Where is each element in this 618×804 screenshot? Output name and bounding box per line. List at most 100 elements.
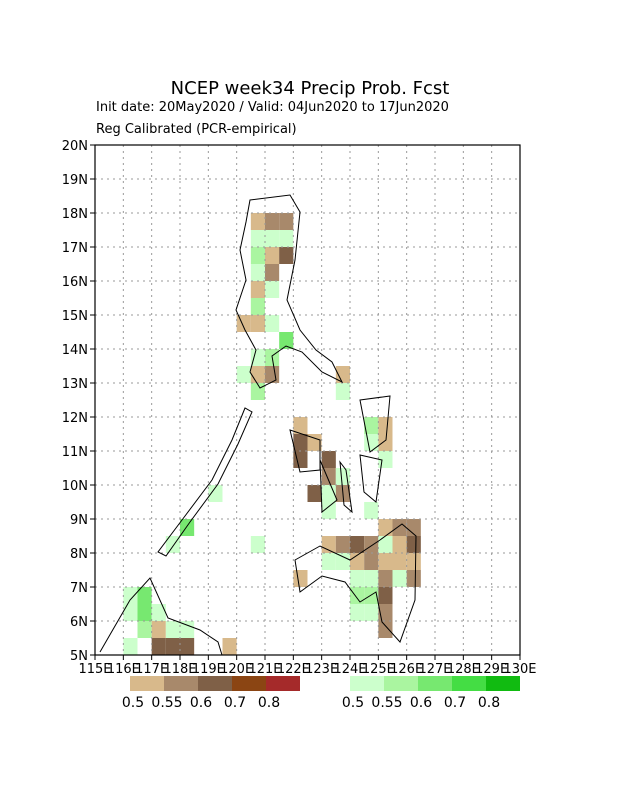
cell bbox=[321, 502, 336, 519]
lon-label: 127E bbox=[418, 662, 451, 677]
lat-label: 13N bbox=[62, 377, 88, 392]
lon-label: 117E bbox=[135, 662, 168, 677]
cell bbox=[392, 553, 407, 570]
cell bbox=[250, 281, 265, 298]
lon-label: 119E bbox=[192, 662, 225, 677]
cell bbox=[137, 587, 152, 604]
legend-swatch bbox=[198, 676, 232, 691]
cell bbox=[250, 298, 265, 315]
cell bbox=[406, 519, 421, 536]
cell bbox=[250, 349, 265, 366]
cell bbox=[350, 570, 365, 587]
cell bbox=[165, 638, 180, 655]
init-line: Init date: 20May2020 / Valid: 04Jun2020 … bbox=[96, 100, 449, 115]
grid bbox=[94, 144, 521, 656]
cell bbox=[151, 604, 166, 621]
cell bbox=[321, 451, 336, 468]
lon-label: 120E bbox=[220, 662, 253, 677]
cell bbox=[180, 621, 195, 638]
lat-label: 7N bbox=[70, 581, 88, 596]
lon-label: 118E bbox=[163, 662, 196, 677]
cell bbox=[250, 264, 265, 281]
cell bbox=[265, 281, 280, 298]
cell bbox=[265, 213, 280, 230]
cell bbox=[335, 366, 350, 383]
legend-swatch bbox=[266, 676, 300, 691]
cell bbox=[265, 264, 280, 281]
lat-label: 16N bbox=[62, 275, 88, 290]
cell bbox=[378, 570, 393, 587]
lon-label: 123E bbox=[305, 662, 338, 677]
map-frame bbox=[94, 144, 521, 656]
lat-label: 8N bbox=[70, 547, 88, 562]
legend-label: 0.6 bbox=[190, 695, 212, 711]
cell bbox=[378, 536, 393, 553]
cell bbox=[350, 587, 365, 604]
cell bbox=[250, 247, 265, 264]
cell bbox=[335, 553, 350, 570]
cell bbox=[350, 536, 365, 553]
cell bbox=[307, 485, 322, 502]
cell bbox=[364, 502, 379, 519]
lat-label: 10N bbox=[62, 479, 88, 494]
cell bbox=[392, 570, 407, 587]
cell bbox=[165, 621, 180, 638]
cell bbox=[236, 366, 251, 383]
legend-label: 0.8 bbox=[478, 695, 500, 711]
legend-label: 0.6 bbox=[410, 695, 432, 711]
cell bbox=[364, 604, 379, 621]
title: NCEP week34 Precip Prob. Fcst bbox=[171, 78, 450, 99]
legend-swatch bbox=[418, 676, 452, 691]
cell bbox=[123, 587, 138, 604]
cell bbox=[406, 553, 421, 570]
lat-label: 18N bbox=[62, 207, 88, 222]
cell bbox=[222, 638, 237, 655]
cell bbox=[293, 434, 308, 451]
cell bbox=[378, 621, 393, 638]
legend-label: 0.7 bbox=[444, 695, 466, 711]
legend-swatch bbox=[350, 676, 384, 691]
cell bbox=[293, 417, 308, 434]
lon-label: 121E bbox=[248, 662, 281, 677]
cell bbox=[307, 434, 322, 451]
lat-label: 5N bbox=[70, 649, 88, 664]
cell bbox=[137, 621, 152, 638]
cell bbox=[335, 383, 350, 400]
cell bbox=[378, 519, 393, 536]
legend-swatch bbox=[130, 676, 164, 691]
cell bbox=[392, 519, 407, 536]
cell bbox=[364, 570, 379, 587]
cell bbox=[364, 553, 379, 570]
legend: 0.5 0.55 0.6 0.7 0.8 0.5 0.55 0.6 0.7 0.8 bbox=[122, 676, 520, 711]
legend-label: 0.5 bbox=[122, 695, 144, 711]
cell bbox=[208, 485, 223, 502]
cell bbox=[123, 638, 138, 655]
lon-label: 125E bbox=[362, 662, 395, 677]
lat-label: 14N bbox=[62, 343, 88, 358]
lat-label: 20N bbox=[62, 139, 88, 154]
cell bbox=[392, 536, 407, 553]
cell bbox=[250, 366, 265, 383]
cell bbox=[250, 213, 265, 230]
cell bbox=[236, 315, 251, 332]
cell bbox=[378, 587, 393, 604]
cell bbox=[364, 536, 379, 553]
cell bbox=[279, 213, 294, 230]
cell bbox=[378, 434, 393, 451]
cell bbox=[293, 451, 308, 468]
cell bbox=[265, 366, 280, 383]
cell bbox=[265, 230, 280, 247]
legend-swatch bbox=[452, 676, 486, 691]
cell bbox=[364, 434, 379, 451]
legend-label: 0.55 bbox=[371, 695, 402, 711]
lon-label: 126E bbox=[390, 662, 423, 677]
probability-cells bbox=[123, 213, 421, 655]
legend-label: 0.7 bbox=[224, 695, 246, 711]
lon-label: 115E bbox=[78, 662, 111, 677]
lat-label: 6N bbox=[70, 615, 88, 630]
cell bbox=[378, 417, 393, 434]
cell bbox=[406, 570, 421, 587]
lon-label: 122E bbox=[277, 662, 310, 677]
lon-label: 124E bbox=[333, 662, 366, 677]
